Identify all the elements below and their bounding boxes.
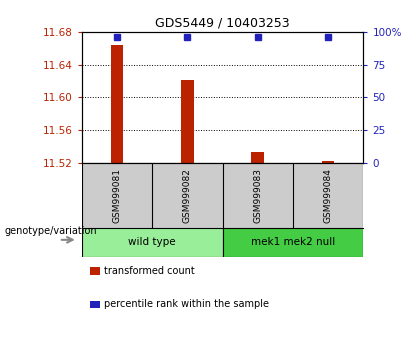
Text: GSM999084: GSM999084 xyxy=(324,168,333,223)
Text: mek1 mek2 null: mek1 mek2 null xyxy=(251,237,335,247)
Bar xyxy=(111,45,123,163)
Bar xyxy=(82,228,223,257)
Text: GSM999081: GSM999081 xyxy=(113,168,121,223)
Text: percentile rank within the sample: percentile rank within the sample xyxy=(104,299,269,309)
Bar xyxy=(322,161,334,163)
Text: GSM999083: GSM999083 xyxy=(253,168,262,223)
Text: genotype/variation: genotype/variation xyxy=(4,226,97,236)
Title: GDS5449 / 10403253: GDS5449 / 10403253 xyxy=(155,16,290,29)
Bar xyxy=(223,228,363,257)
Bar xyxy=(252,153,264,163)
Text: GSM999082: GSM999082 xyxy=(183,168,192,223)
Bar xyxy=(181,80,194,163)
Text: transformed count: transformed count xyxy=(104,266,194,276)
Text: wild type: wild type xyxy=(129,237,176,247)
